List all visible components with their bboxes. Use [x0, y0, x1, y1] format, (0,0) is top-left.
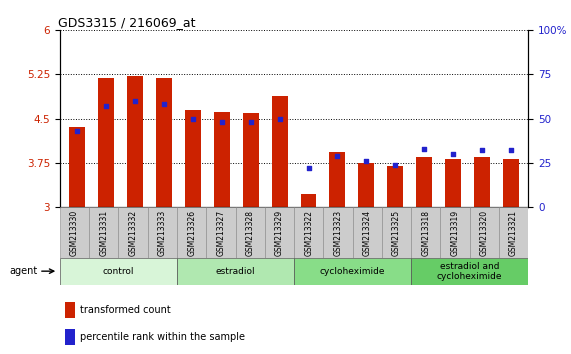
Text: GSM213318: GSM213318 — [421, 210, 431, 256]
Text: GSM213332: GSM213332 — [128, 210, 138, 256]
Point — [246, 119, 255, 125]
Bar — [119, 207, 148, 258]
Point — [131, 98, 140, 104]
Text: agent: agent — [9, 266, 37, 276]
Text: GSM213320: GSM213320 — [480, 210, 489, 256]
Point — [448, 151, 457, 157]
Point — [477, 148, 486, 153]
Text: estradiol and
cycloheximide: estradiol and cycloheximide — [437, 262, 502, 281]
Bar — [300, 194, 316, 207]
Bar — [177, 207, 206, 258]
Bar — [98, 79, 114, 207]
Text: GSM213324: GSM213324 — [363, 210, 372, 256]
Text: GSM213323: GSM213323 — [333, 210, 343, 256]
Text: GSM213325: GSM213325 — [392, 210, 401, 256]
Bar — [445, 159, 461, 207]
Text: GSM213328: GSM213328 — [246, 210, 255, 256]
Point — [102, 103, 111, 109]
Point — [275, 116, 284, 121]
Point — [391, 162, 400, 167]
Point — [304, 165, 313, 171]
Bar — [60, 207, 89, 258]
Bar — [323, 207, 352, 258]
Point — [362, 158, 371, 164]
Text: GSM213330: GSM213330 — [70, 210, 79, 256]
Text: GDS3315 / 216069_at: GDS3315 / 216069_at — [58, 16, 195, 29]
Bar — [243, 113, 259, 207]
Text: transformed count: transformed count — [79, 305, 170, 315]
Bar — [416, 157, 432, 207]
Bar — [411, 258, 528, 285]
Bar — [214, 112, 230, 207]
Bar — [499, 207, 528, 258]
Bar — [177, 258, 294, 285]
Bar — [272, 96, 288, 207]
Point — [420, 146, 429, 152]
Text: GSM213329: GSM213329 — [275, 210, 284, 256]
Point — [188, 116, 198, 121]
Text: GSM213327: GSM213327 — [216, 210, 226, 256]
Bar — [265, 207, 294, 258]
Bar — [294, 258, 411, 285]
Text: GSM213322: GSM213322 — [304, 210, 313, 256]
Bar — [148, 207, 177, 258]
Bar — [469, 207, 499, 258]
Text: GSM213319: GSM213319 — [451, 210, 460, 256]
Bar — [60, 258, 177, 285]
Bar — [89, 207, 119, 258]
Bar — [329, 152, 345, 207]
Bar — [474, 157, 490, 207]
Text: estradiol: estradiol — [216, 267, 255, 276]
Point — [333, 153, 342, 159]
Bar — [503, 159, 519, 207]
Bar — [235, 207, 265, 258]
Text: cycloheximide: cycloheximide — [320, 267, 385, 276]
Point — [217, 119, 226, 125]
Bar — [206, 207, 235, 258]
Bar — [411, 207, 440, 258]
Point — [506, 148, 516, 153]
Bar — [440, 207, 469, 258]
Bar — [352, 207, 382, 258]
Bar — [387, 166, 403, 207]
Bar — [359, 163, 374, 207]
Bar — [185, 110, 201, 207]
Bar — [65, 329, 75, 345]
Bar — [294, 207, 323, 258]
Text: GSM213321: GSM213321 — [509, 210, 518, 256]
Bar — [69, 127, 85, 207]
Text: control: control — [103, 267, 134, 276]
Bar — [382, 207, 411, 258]
Text: percentile rank within the sample: percentile rank within the sample — [79, 332, 244, 342]
Text: GSM213333: GSM213333 — [158, 210, 167, 256]
Text: GSM213326: GSM213326 — [187, 210, 196, 256]
Bar — [156, 78, 172, 207]
Point — [73, 128, 82, 134]
Bar — [65, 302, 75, 318]
Point — [159, 102, 168, 107]
Bar — [127, 76, 143, 207]
Text: GSM213331: GSM213331 — [99, 210, 108, 256]
